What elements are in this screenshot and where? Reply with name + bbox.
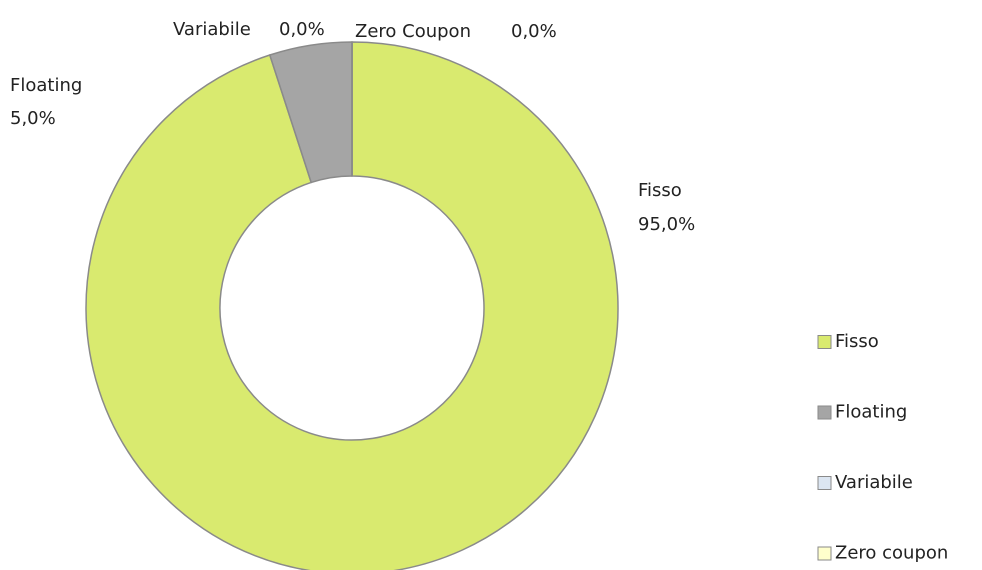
data-label-value: 0,0% [511,21,557,42]
legend-label: Variabile [835,472,913,493]
legend-label: Zero coupon [835,543,948,564]
legend-swatch [817,335,832,349]
data-label-name: Floating [10,75,82,96]
data-label-name: Variabile [173,19,251,40]
data-label-value: 5,0% [10,108,56,129]
data-label-name: Fisso [638,180,682,201]
legend-swatch [817,546,832,561]
data-label-value: 95,0% [638,214,695,235]
data-label-value: 0,0% [279,19,325,40]
legend-label: Floating [835,402,907,423]
legend-label: Fisso [835,331,879,352]
legend-swatch [817,476,832,490]
data-label-name: Zero Coupon [355,21,471,42]
donut-slice [85,41,619,570]
legend-swatch [817,405,832,420]
